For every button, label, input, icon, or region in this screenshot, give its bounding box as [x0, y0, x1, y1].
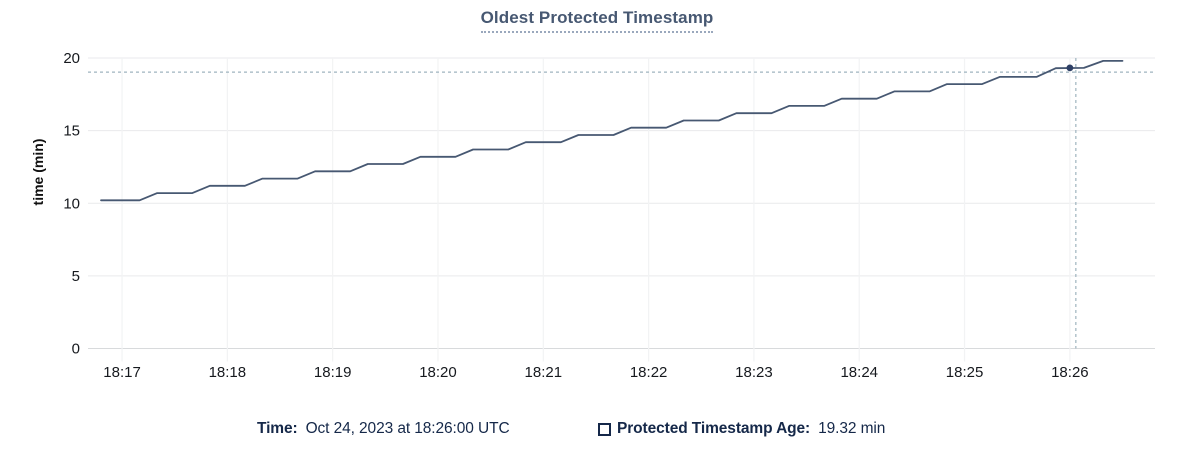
- x-tick-label: 18:25: [946, 364, 984, 381]
- y-tick-label: 10: [63, 195, 80, 212]
- x-tick-label: 18:22: [630, 364, 668, 381]
- crosshair: [88, 58, 1155, 349]
- x-tick-label: 18:17: [103, 364, 141, 381]
- series-line: [100, 60, 1124, 202]
- x-tick-label: 18:19: [314, 364, 352, 381]
- series-path: [100, 60, 1124, 202]
- legend-time-label: Time:: [257, 420, 298, 437]
- hover-point-dot: [1066, 64, 1074, 72]
- legend-time-value: Oct 24, 2023 at 18:26:00 UTC: [305, 420, 510, 437]
- chart-title[interactable]: Oldest Protected Timestamp: [480, 8, 714, 33]
- chart-legend: Time: Oct 24, 2023 at 18:26:00 UTC Prote…: [0, 414, 1194, 444]
- y-tick-label: 5: [72, 268, 80, 285]
- x-tick-label: 18:18: [209, 364, 247, 381]
- x-tick-labels: 18:17 18:18 18:19 18:20 18:21 18:22 18:23 18:24…: [103, 364, 1088, 381]
- y-tick-label: 0: [72, 341, 80, 358]
- gridlines-horizontal: [88, 57, 1155, 349]
- x-tick-label: 18:20: [419, 364, 457, 381]
- y-tick-label: 20: [63, 50, 80, 67]
- chart-title-row: Oldest Protected Timestamp: [0, 8, 1194, 33]
- legend-series-value: 19.32 min: [818, 420, 886, 437]
- y-tick-labels: 0 5 10 15 20: [63, 50, 80, 358]
- x-tick-label: 18:21: [525, 364, 563, 381]
- legend-time-group: Time: Oct 24, 2023 at 18:26:00 UTC: [257, 414, 510, 444]
- legend-series-label: Protected Timestamp Age:: [617, 420, 811, 437]
- legend-series-item[interactable]: Protected Timestamp Age: 19.32 min: [598, 414, 885, 444]
- x-tick-label: 18:26: [1051, 364, 1089, 381]
- gridlines-vertical: [121, 58, 1071, 362]
- x-tick-label: 18:24: [840, 364, 878, 381]
- hover-point: [1066, 64, 1074, 72]
- y-tick-label: 15: [63, 123, 80, 140]
- series-toggle-checkbox[interactable]: [598, 422, 611, 436]
- x-tick-label: 18:23: [735, 364, 773, 381]
